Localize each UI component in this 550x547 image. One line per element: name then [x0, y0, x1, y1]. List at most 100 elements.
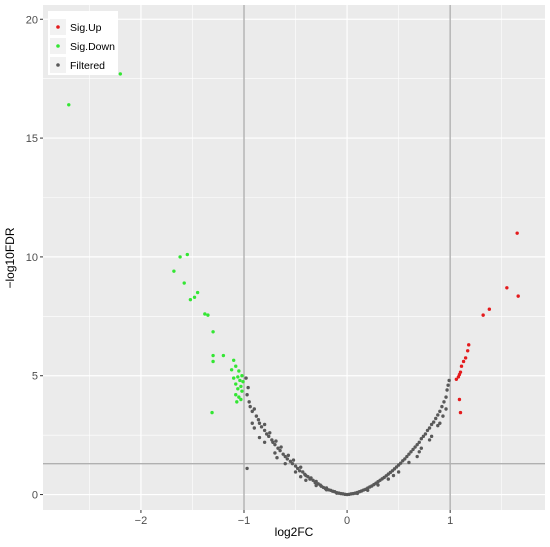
point-filtered	[245, 466, 249, 471]
y-tick-label: 15	[26, 133, 38, 145]
point-filtered	[301, 470, 305, 474]
point-sig-up	[457, 397, 462, 402]
point-sig-down	[231, 358, 236, 362]
point-sig-up	[461, 359, 466, 364]
legend-marker-filtered	[56, 63, 60, 67]
point-sig-up	[487, 307, 492, 311]
point-filtered	[262, 422, 267, 427]
point-filtered	[314, 479, 318, 484]
point-filtered	[250, 421, 254, 425]
point-filtered	[398, 461, 403, 465]
x-axis-title: log2FC	[275, 525, 314, 539]
point-filtered	[419, 446, 424, 450]
point-filtered	[250, 409, 254, 414]
legend-label-sig-down: Sig.Down	[70, 41, 115, 53]
point-filtered	[295, 466, 300, 471]
point-sig-down	[237, 369, 241, 373]
point-filtered	[376, 483, 380, 487]
point-sig-down	[178, 255, 182, 259]
point-filtered	[391, 473, 396, 478]
point-sig-down	[239, 384, 243, 389]
point-filtered	[311, 478, 315, 482]
point-filtered	[291, 458, 296, 462]
point-filtered	[290, 461, 295, 466]
point-sig-down	[210, 410, 214, 415]
point-filtered	[447, 378, 451, 383]
point-filtered	[440, 404, 444, 409]
point-filtered	[429, 422, 434, 427]
point-filtered	[293, 464, 298, 468]
point-filtered	[419, 437, 424, 441]
point-filtered	[438, 409, 442, 414]
point-filtered	[335, 491, 339, 495]
legend-marker-sig-up	[56, 25, 60, 29]
point-filtered	[268, 431, 272, 435]
y-tick-label: 10	[26, 252, 38, 264]
point-filtered	[438, 421, 442, 425]
point-filtered	[423, 432, 428, 436]
point-sig-down	[239, 397, 243, 402]
point-sig-up	[454, 377, 459, 381]
point-sig-down	[237, 395, 241, 399]
point-filtered	[417, 450, 421, 454]
legend-label-sig-up: Sig.Up	[70, 22, 102, 34]
point-filtered	[254, 414, 259, 418]
point-sig-down	[231, 376, 236, 380]
point-sig-down	[235, 400, 239, 404]
point-filtered	[257, 421, 262, 425]
point-filtered	[425, 428, 430, 433]
point-filtered	[264, 432, 269, 436]
point-sig-down	[206, 313, 210, 317]
point-sig-up	[467, 343, 471, 347]
point-filtered	[276, 446, 280, 450]
legend-label-filtered: Filtered	[70, 60, 105, 72]
point-filtered	[283, 454, 287, 459]
y-tick-label: 0	[32, 490, 38, 502]
legend: Sig.Up Sig.Down Filtered	[48, 11, 118, 75]
point-filtered	[299, 465, 303, 469]
point-sig-down	[118, 72, 123, 76]
point-filtered	[274, 439, 278, 443]
point-filtered	[415, 454, 419, 459]
point-filtered	[262, 440, 267, 444]
point-filtered	[429, 434, 434, 439]
point-sig-up	[463, 356, 468, 360]
point-filtered	[436, 413, 440, 417]
y-tick-label: 20	[26, 14, 38, 26]
point-filtered	[267, 434, 271, 439]
point-filtered	[245, 393, 249, 397]
point-filtered	[257, 435, 262, 440]
point-sig-down	[241, 379, 245, 384]
point-filtered	[444, 407, 448, 411]
point-filtered	[444, 395, 448, 399]
y-axis-title: −log10FDR	[3, 227, 17, 288]
y-axis-ticks: 0 5 10 15 20	[26, 14, 43, 502]
data-points	[67, 72, 520, 497]
point-filtered	[304, 478, 308, 482]
point-filtered	[281, 452, 285, 456]
point-sig-up	[459, 364, 464, 368]
point-filtered	[247, 400, 251, 404]
point-sig-down	[211, 359, 215, 364]
point-sig-up	[515, 231, 519, 235]
point-filtered	[446, 383, 450, 387]
point-filtered	[436, 423, 440, 428]
point-sig-up	[481, 313, 485, 317]
point-filtered	[278, 448, 282, 453]
point-sig-down	[236, 375, 240, 379]
point-filtered	[286, 453, 291, 458]
point-filtered	[411, 447, 415, 452]
point-sig-up	[516, 294, 520, 298]
point-filtered	[273, 442, 277, 447]
point-filtered	[415, 442, 419, 447]
point-filtered	[407, 460, 411, 465]
point-filtered	[252, 407, 257, 411]
point-filtered	[427, 426, 432, 430]
point-sig-down	[172, 269, 176, 273]
point-filtered	[442, 400, 446, 404]
point-sig-up	[458, 410, 463, 415]
point-sig-up	[465, 349, 470, 353]
point-filtered	[413, 445, 417, 449]
point-sig-down	[203, 312, 207, 316]
